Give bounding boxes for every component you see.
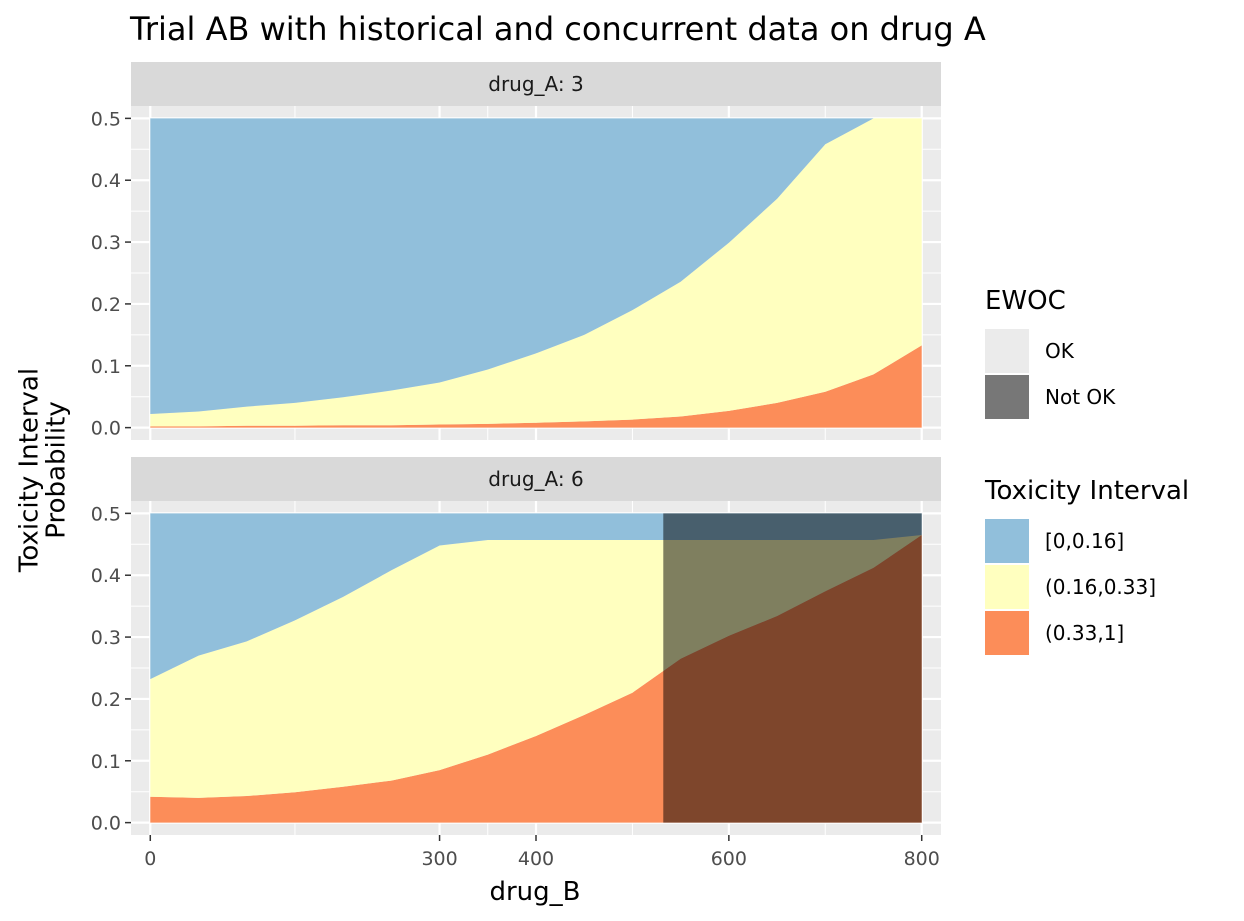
y-axis-title-line: Probability — [42, 401, 72, 538]
legend-label: Not OK — [1045, 385, 1116, 409]
facet-strip-label: drug_A: 3 — [488, 72, 583, 96]
y-tick-label: 0.4 — [91, 170, 121, 192]
facet-panels: drug_A: 3 0.0 0.1 0.2 0.3 0.4 0.5 drug_A: 6 0.0 0… — [91, 62, 941, 835]
legend-label: OK — [1045, 339, 1075, 363]
x-tick-label: 600 — [711, 848, 747, 870]
area-series — [150, 118, 922, 427]
legend-key — [985, 329, 1029, 373]
facet-panel: drug_A: 3 0.0 0.1 0.2 0.3 0.4 0.5 — [91, 62, 941, 440]
y-tick-label: 0.1 — [91, 751, 121, 773]
y-tick-label: 0.0 — [91, 813, 121, 835]
x-tick-label: 0 — [144, 848, 156, 870]
legend-title: EWOC — [985, 286, 1066, 316]
ewoc-not-ok-region — [663, 513, 922, 823]
y-tick-label: 0.5 — [91, 108, 121, 130]
x-tick-label: 800 — [904, 848, 940, 870]
y-tick-label: 0.2 — [91, 294, 121, 316]
facet-strip — [131, 62, 941, 106]
legend-group: EWOC OK Not OK — [985, 286, 1116, 419]
legend: EWOC OK Not OK Toxicity Interval [0,0.16] (0.… — [984, 286, 1189, 655]
y-tick-label: 0.4 — [91, 565, 121, 587]
x-axis-title: drug_B — [489, 877, 580, 907]
y-tick-label: 0.2 — [91, 689, 121, 711]
area-series — [150, 118, 922, 415]
legend-key — [985, 519, 1029, 563]
legend-title: Toxicity Interval — [984, 476, 1189, 506]
y-tick-label: 0.1 — [91, 356, 121, 378]
x-tick-label: 300 — [421, 848, 457, 870]
y-axis-title: Toxicity IntervalProbability — [14, 368, 71, 573]
legend-group: Toxicity Interval [0,0.16] (0.16,0.33] (0.3… — [984, 476, 1189, 655]
legend-label: (0.33,1] — [1045, 621, 1124, 645]
y-tick-label: 0.0 — [91, 418, 121, 440]
legend-key — [985, 611, 1029, 655]
area-series — [150, 513, 922, 680]
facet-strip — [131, 457, 941, 501]
x-axis: 0 300 400 600 800 — [144, 835, 940, 870]
legend-key — [985, 375, 1029, 419]
y-axis-title-line: Toxicity Interval — [14, 368, 44, 573]
facet-panel: drug_A: 6 0.0 0.1 0.2 0.3 0.4 0.5 — [91, 457, 941, 835]
y-tick-label: 0.5 — [91, 503, 121, 525]
area-series — [150, 345, 922, 428]
chart-title: Trial AB with historical and concurrent … — [129, 10, 986, 48]
legend-key — [985, 565, 1029, 609]
facet-strip-label: drug_A: 6 — [488, 467, 583, 491]
legend-label: (0.16,0.33] — [1045, 575, 1156, 599]
y-tick-label: 0.3 — [91, 232, 121, 254]
x-tick-label: 400 — [518, 848, 554, 870]
y-tick-label: 0.3 — [91, 627, 121, 649]
legend-label: [0,0.16] — [1045, 529, 1124, 553]
